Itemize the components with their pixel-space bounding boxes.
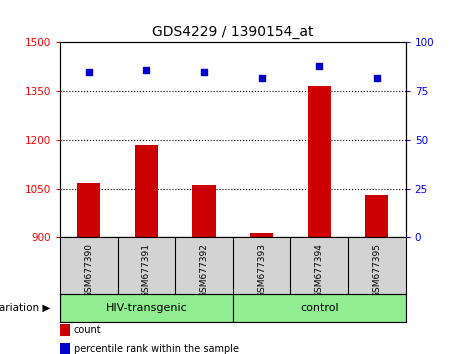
Text: count: count	[74, 325, 101, 335]
Text: control: control	[300, 303, 338, 313]
Text: GSM677391: GSM677391	[142, 243, 151, 298]
Bar	[193, 185, 216, 237]
Bar	[77, 183, 100, 237]
Point	[200, 69, 207, 75]
Point	[373, 75, 381, 80]
Text: GSM677393: GSM677393	[257, 243, 266, 298]
Text: percentile rank within the sample: percentile rank within the sample	[74, 344, 239, 354]
Bar	[135, 145, 158, 237]
Text: genotype/variation ▶: genotype/variation ▶	[0, 303, 51, 313]
Point	[258, 75, 266, 80]
Text: GSM677394: GSM677394	[315, 243, 324, 298]
Bar	[233, 294, 406, 322]
Point	[142, 67, 150, 73]
Text: GSM677390: GSM677390	[84, 243, 93, 298]
Bar	[365, 195, 388, 237]
Bar	[250, 233, 273, 237]
Text: HIV-transgenic: HIV-transgenic	[106, 303, 187, 313]
Text: GSM677392: GSM677392	[200, 243, 208, 298]
Point	[85, 69, 92, 75]
Point	[315, 63, 323, 69]
Bar	[308, 86, 331, 237]
Title: GDS4229 / 1390154_at: GDS4229 / 1390154_at	[152, 25, 313, 39]
Text: GSM677395: GSM677395	[372, 243, 381, 298]
Bar	[60, 294, 233, 322]
